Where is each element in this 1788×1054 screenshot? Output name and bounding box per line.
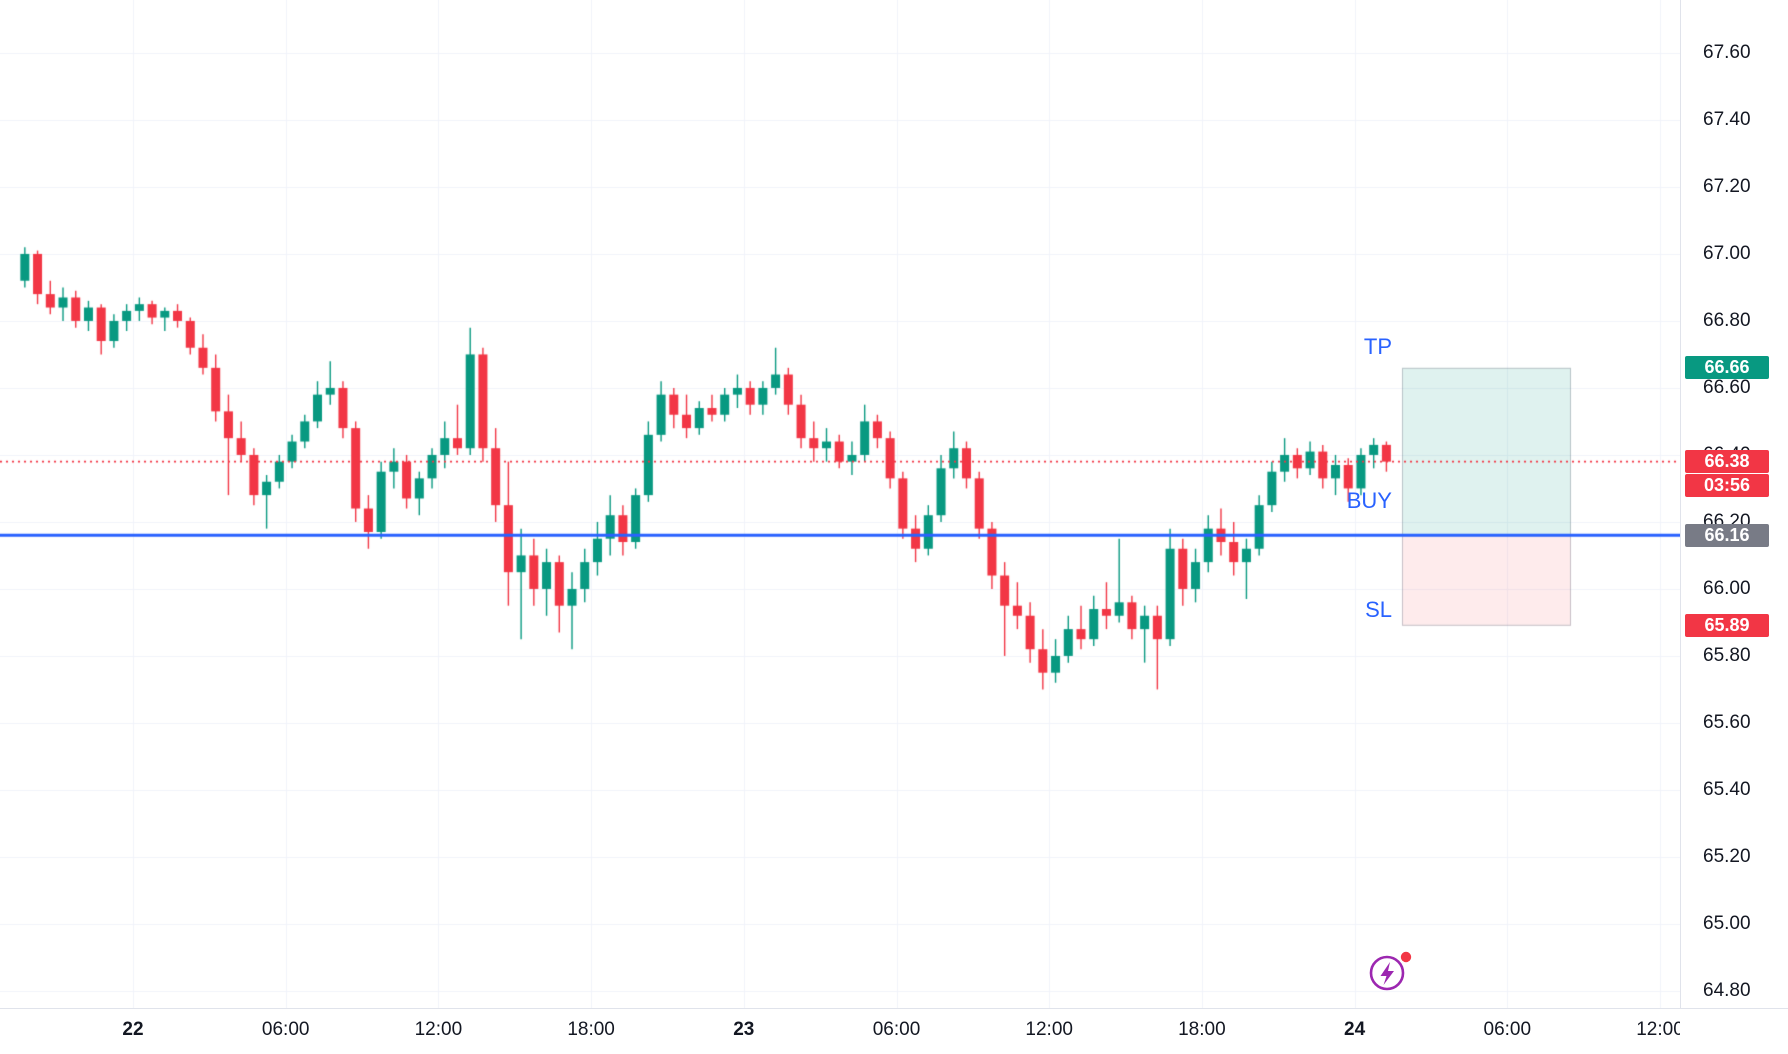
- time-tick: 18:00: [567, 1019, 615, 1040]
- time-tick: 06:00: [872, 1019, 921, 1040]
- candlestick-chart-canvas[interactable]: [0, 0, 1680, 1008]
- candle-countdown-badge: 03:56: [1685, 473, 1769, 497]
- time-axis-separator: [0, 1008, 1788, 1009]
- price-tick: 65.20: [1703, 845, 1751, 867]
- price-tick: 65.00: [1703, 912, 1751, 934]
- flash-event-logo-icon[interactable]: [1366, 948, 1412, 994]
- price-tick: 66.60: [1703, 376, 1751, 398]
- price-tick: 67.20: [1703, 175, 1751, 197]
- time-tick: 12:00: [1025, 1019, 1073, 1040]
- price-tick: 67.40: [1703, 108, 1751, 130]
- time-tick: 12:00: [1636, 1019, 1680, 1040]
- buy-entry-label[interactable]: BUY: [1346, 488, 1392, 514]
- take-profit-label[interactable]: TP: [1363, 333, 1392, 359]
- price-tick: 65.60: [1703, 711, 1751, 733]
- price-tick: 67.60: [1703, 41, 1751, 63]
- take-profit-price-badge: 66.66: [1685, 356, 1769, 380]
- price-tick: 65.40: [1703, 778, 1751, 800]
- price-tick: 66.00: [1703, 577, 1751, 599]
- time-tick: 22: [122, 1019, 144, 1040]
- time-tick: 06:00: [261, 1019, 310, 1040]
- stop-loss-label[interactable]: SL: [1365, 596, 1392, 622]
- time-tick: 12:00: [414, 1019, 463, 1040]
- time-tick: 18:00: [1178, 1019, 1226, 1040]
- price-tick: 67.00: [1703, 242, 1751, 264]
- time-tick: 06:00: [1483, 1019, 1532, 1040]
- entry-price-badge: 66.16: [1685, 523, 1769, 547]
- price-axis[interactable]: 66.66 66.38 03:56 66.16 65.89 67.60 67.40…: [1680, 0, 1788, 1008]
- current-price-badge: 66.38: [1685, 450, 1769, 474]
- price-tick: 66.80: [1703, 309, 1751, 331]
- price-tick: 64.80: [1703, 979, 1751, 1001]
- time-axis[interactable]: 22 06:00 12:00 18:00 23 06:00 12:00 18:00 24 06:0…: [0, 1009, 1680, 1054]
- price-tick: 65.80: [1703, 644, 1751, 666]
- time-tick: 23: [733, 1019, 755, 1040]
- time-tick: 24: [1344, 1019, 1366, 1040]
- stop-loss-price-badge: 65.89: [1685, 614, 1769, 638]
